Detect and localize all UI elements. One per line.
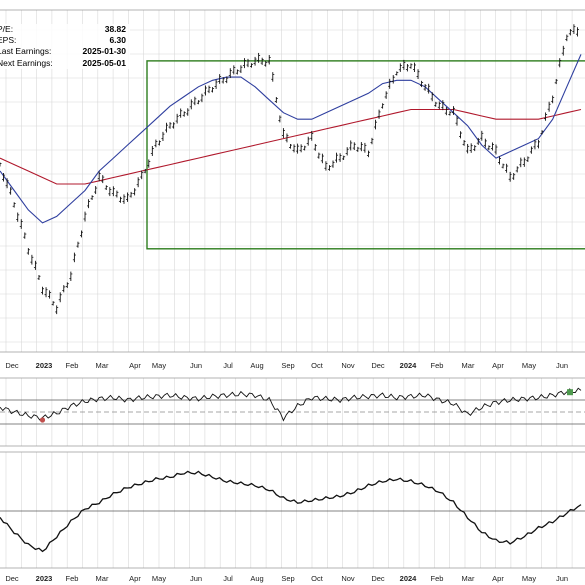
x-axis-tick-label: May xyxy=(152,361,166,370)
oscillator-panel xyxy=(0,387,585,425)
x-axis-labels-bottom: Dec 2023 Feb Mar Apr May Jun Jul Aug Sep Oct Nov Dec… xyxy=(5,574,568,583)
x-axis-tick-label: Feb xyxy=(431,574,444,583)
x-axis-tick-label: Aug xyxy=(250,574,263,583)
info-value: 2025-01-30 xyxy=(82,46,126,57)
x-axis-tick-label: Dec xyxy=(371,361,385,370)
x-axis-tick-label: Apr xyxy=(492,361,504,370)
info-row-eps: EPS: 6.30 xyxy=(0,35,130,46)
info-row-last-earnings: Last Earnings: 2025-01-30 xyxy=(0,46,130,57)
x-axis-tick-label: Mar xyxy=(96,361,109,370)
info-panel: P/E: 38.82 EPS: 6.30 Last Earnings: 2025… xyxy=(0,24,130,69)
x-axis-tick-label: Dec xyxy=(5,574,19,583)
x-axis-tick-label: Oct xyxy=(311,574,324,583)
info-row-next-earnings: Next Earnings: 2025-05-01 xyxy=(0,58,130,69)
x-axis-tick-label: Jun xyxy=(190,361,202,370)
info-label: Last Earnings: xyxy=(0,46,52,57)
info-value: 38.82 xyxy=(104,24,126,34)
x-axis-tick-label: Aug xyxy=(250,361,263,370)
x-axis-tick-label: Dec xyxy=(371,574,385,583)
info-label: P/E: xyxy=(0,24,14,34)
x-axis-tick-label: Nov xyxy=(341,361,355,370)
x-axis-tick-label: Jun xyxy=(556,574,568,583)
x-axis-labels-top: Dec 2023 Feb Mar Apr May Jun Jul Aug Sep Oct Nov Dec… xyxy=(5,361,568,370)
x-axis-tick-label: Jul xyxy=(223,361,233,370)
info-row-pe: P/E: 38.82 xyxy=(0,24,130,35)
price-bars xyxy=(0,24,579,315)
x-axis-tick-label: May xyxy=(522,361,536,370)
x-axis-tick-label: May xyxy=(522,574,536,583)
x-axis-tick-label: Feb xyxy=(66,574,79,583)
gridlines xyxy=(0,9,585,569)
long-moving-average-line xyxy=(0,108,582,185)
momentum-panel xyxy=(0,470,585,553)
x-axis-tick-label: Apr xyxy=(492,574,504,583)
x-axis-tick-label: Feb xyxy=(431,361,444,370)
x-axis-tick-label: Mar xyxy=(462,361,475,370)
x-axis-tick-label: Apr xyxy=(129,574,141,583)
x-axis-tick-label: May xyxy=(152,574,166,583)
x-axis-tick-label: 2024 xyxy=(400,361,418,370)
oversold-marker xyxy=(39,417,46,423)
oscillator-line xyxy=(0,387,582,422)
x-axis-tick-label: Mar xyxy=(462,574,475,583)
short-moving-average-line xyxy=(0,54,582,224)
x-axis-tick-label: Oct xyxy=(311,361,324,370)
x-axis-tick-label: 2023 xyxy=(36,361,53,370)
x-axis-tick-label: 2023 xyxy=(36,574,53,583)
x-axis-tick-label: Jun xyxy=(190,574,202,583)
info-value: 2025-05-01 xyxy=(82,57,126,68)
info-value: 6.30 xyxy=(109,35,126,46)
x-axis-tick-label: Dec xyxy=(5,361,19,370)
x-axis-tick-label: Apr xyxy=(129,361,141,370)
consolidation-box xyxy=(146,60,585,250)
x-axis-tick-label: Jun xyxy=(556,361,568,370)
x-axis-tick-label: Sep xyxy=(281,574,294,583)
x-axis-tick-label: Jul xyxy=(223,574,233,583)
x-axis-tick-label: Sep xyxy=(281,361,294,370)
info-label: EPS: xyxy=(0,35,17,46)
x-axis-tick-label: Mar xyxy=(96,574,109,583)
x-axis-tick-label: Feb xyxy=(66,361,79,370)
overbought-marker xyxy=(567,389,573,396)
x-axis-tick-label: 2024 xyxy=(400,574,418,583)
info-label: Next Earnings: xyxy=(0,57,53,68)
momentum-line xyxy=(0,470,582,553)
price-panel xyxy=(0,24,585,315)
x-axis-tick-label: Nov xyxy=(341,574,355,583)
